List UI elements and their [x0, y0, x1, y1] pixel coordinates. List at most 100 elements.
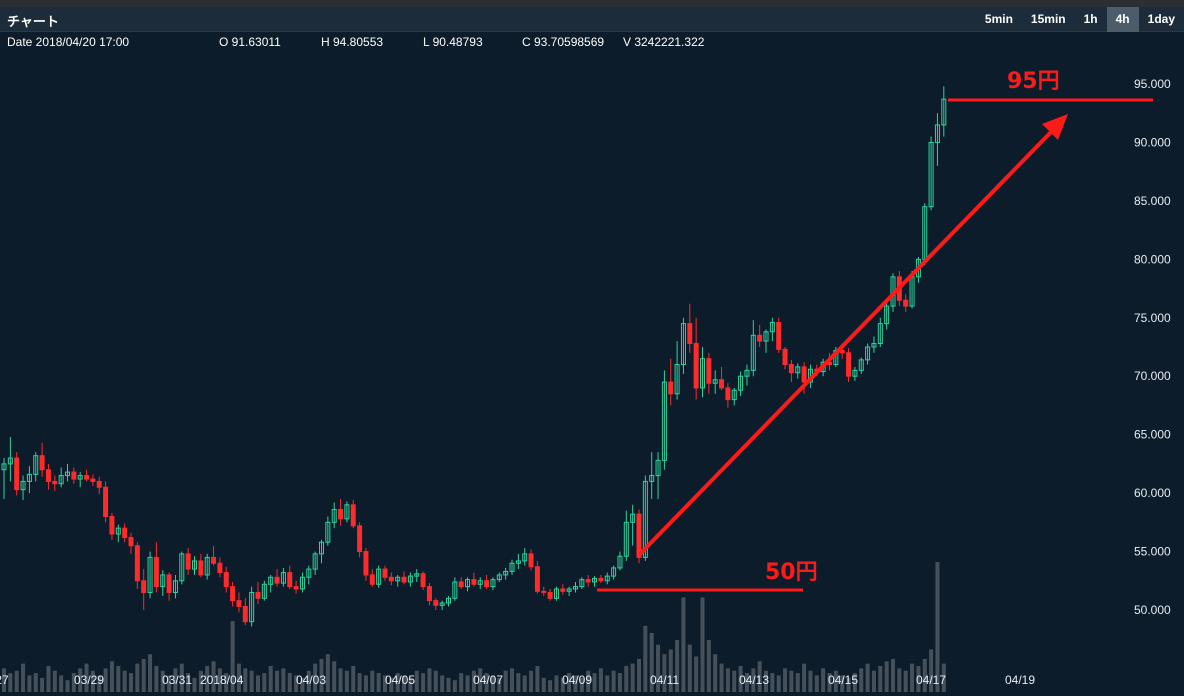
- volume-bar: [452, 680, 457, 692]
- candle-down: [357, 525, 363, 553]
- candle-down: [719, 379, 725, 389]
- candle-up: [738, 375, 744, 391]
- volume-bar: [694, 656, 699, 692]
- candle-down: [128, 537, 134, 547]
- x-tick-label: 04/15: [828, 673, 858, 687]
- volume-bar: [808, 670, 813, 692]
- volume-bar: [478, 668, 483, 692]
- volume-bar: [179, 663, 184, 692]
- volume-bar: [859, 668, 864, 692]
- volume-bar: [757, 661, 762, 692]
- candle-up: [750, 334, 756, 371]
- volume-bar: [141, 658, 146, 692]
- candle-up: [731, 389, 737, 401]
- volume-bar: [605, 675, 610, 692]
- volume-bar: [548, 680, 553, 692]
- volume-bar: [700, 597, 705, 692]
- interval-4h-button[interactable]: 4h: [1106, 7, 1139, 32]
- volume-bar: [52, 670, 57, 692]
- candle-down: [185, 553, 191, 570]
- volume-bar: [325, 654, 330, 692]
- x-tick-label: 04/07: [473, 673, 503, 687]
- volume-bar: [871, 670, 876, 692]
- trend-arrow-head: [1042, 114, 1068, 140]
- volume-bar: [414, 670, 419, 692]
- candle-down: [287, 572, 293, 588]
- volume-bar: [78, 668, 83, 692]
- candle-up: [261, 583, 267, 599]
- volume-bar: [236, 663, 241, 692]
- x-tick-label: 04/09: [562, 673, 592, 687]
- volume-bar: [738, 666, 743, 692]
- candle-up: [452, 581, 458, 599]
- volume-bar: [71, 673, 76, 692]
- candle-down: [776, 321, 782, 350]
- x-tick-label: 2018/04: [200, 673, 244, 687]
- candle-down: [230, 586, 236, 602]
- interval-selector: 5min 15min 1h 4h 1day: [976, 7, 1184, 32]
- interval-1day-button[interactable]: 1day: [1147, 12, 1175, 26]
- volume-bar: [186, 673, 191, 692]
- volume-bar: [351, 666, 356, 692]
- volume-bar: [465, 675, 470, 692]
- candle-down: [420, 573, 426, 588]
- x-tick-label: 04/05: [385, 673, 415, 687]
- volume-bar: [840, 675, 845, 692]
- candle-down: [668, 381, 674, 395]
- interval-5min-button[interactable]: 5min: [984, 12, 1013, 26]
- ohlc-readout: Date 2018/04/20 17:00 O 91.63011 H 94.80…: [0, 32, 1184, 52]
- volume-bar: [541, 677, 546, 692]
- volume-bar: [109, 661, 114, 692]
- candle-up: [26, 473, 32, 482]
- candle-up: [414, 573, 420, 577]
- x-tick-label: 03/29: [74, 673, 104, 687]
- volume-bar: [433, 670, 438, 692]
- candle-up: [611, 567, 617, 577]
- candle-up: [20, 480, 26, 491]
- candlestick-chart[interactable]: 50.000 55.000 60.000 65.000 70.000 75.000 80.0…: [0, 52, 1184, 696]
- volume-bar: [649, 632, 654, 692]
- candle-up: [331, 508, 337, 523]
- candle-up: [376, 568, 382, 585]
- candle-up: [566, 588, 572, 592]
- volume-bar: [148, 654, 153, 692]
- candle-down: [369, 574, 375, 585]
- trend-arrow-shaft: [638, 128, 1055, 556]
- candle-down: [534, 566, 540, 592]
- x-tick-label: 04/13: [739, 673, 769, 687]
- volume-bar: [262, 673, 267, 692]
- interval-1h-button[interactable]: 1h: [1083, 12, 1098, 26]
- interval-15min-button[interactable]: 15min: [1030, 12, 1066, 26]
- volume-bar: [192, 677, 197, 692]
- volume-bar: [535, 666, 540, 692]
- volume-bar: [776, 675, 781, 692]
- volume-bar: [573, 675, 578, 692]
- candle-up: [661, 381, 667, 461]
- candle-down: [242, 605, 248, 623]
- candle-up: [490, 579, 496, 588]
- volume-bar: [484, 673, 489, 692]
- candle-up: [579, 579, 585, 588]
- candle-down: [166, 574, 172, 593]
- volume-bar: [821, 668, 826, 692]
- volume-bar: [408, 677, 413, 692]
- candle-down: [903, 299, 909, 307]
- volume-bar: [522, 675, 527, 692]
- volume-bar: [471, 670, 476, 692]
- candle-down: [547, 591, 553, 599]
- volume-bar: [497, 677, 502, 692]
- volume-bar: [706, 640, 711, 692]
- volume-bar: [586, 670, 591, 692]
- candle-up: [744, 369, 750, 377]
- volume-bar: [789, 670, 794, 692]
- candle-up: [928, 141, 934, 208]
- candle-down: [458, 581, 464, 588]
- window-top-strip: [0, 0, 1184, 7]
- x-tick-label: 03/31: [162, 673, 192, 687]
- candle-down: [839, 350, 845, 354]
- candle-down: [484, 580, 490, 588]
- candle-up: [674, 364, 680, 395]
- candle-down: [382, 568, 388, 578]
- volume-bar: [770, 673, 775, 692]
- volume-bar: [802, 663, 807, 692]
